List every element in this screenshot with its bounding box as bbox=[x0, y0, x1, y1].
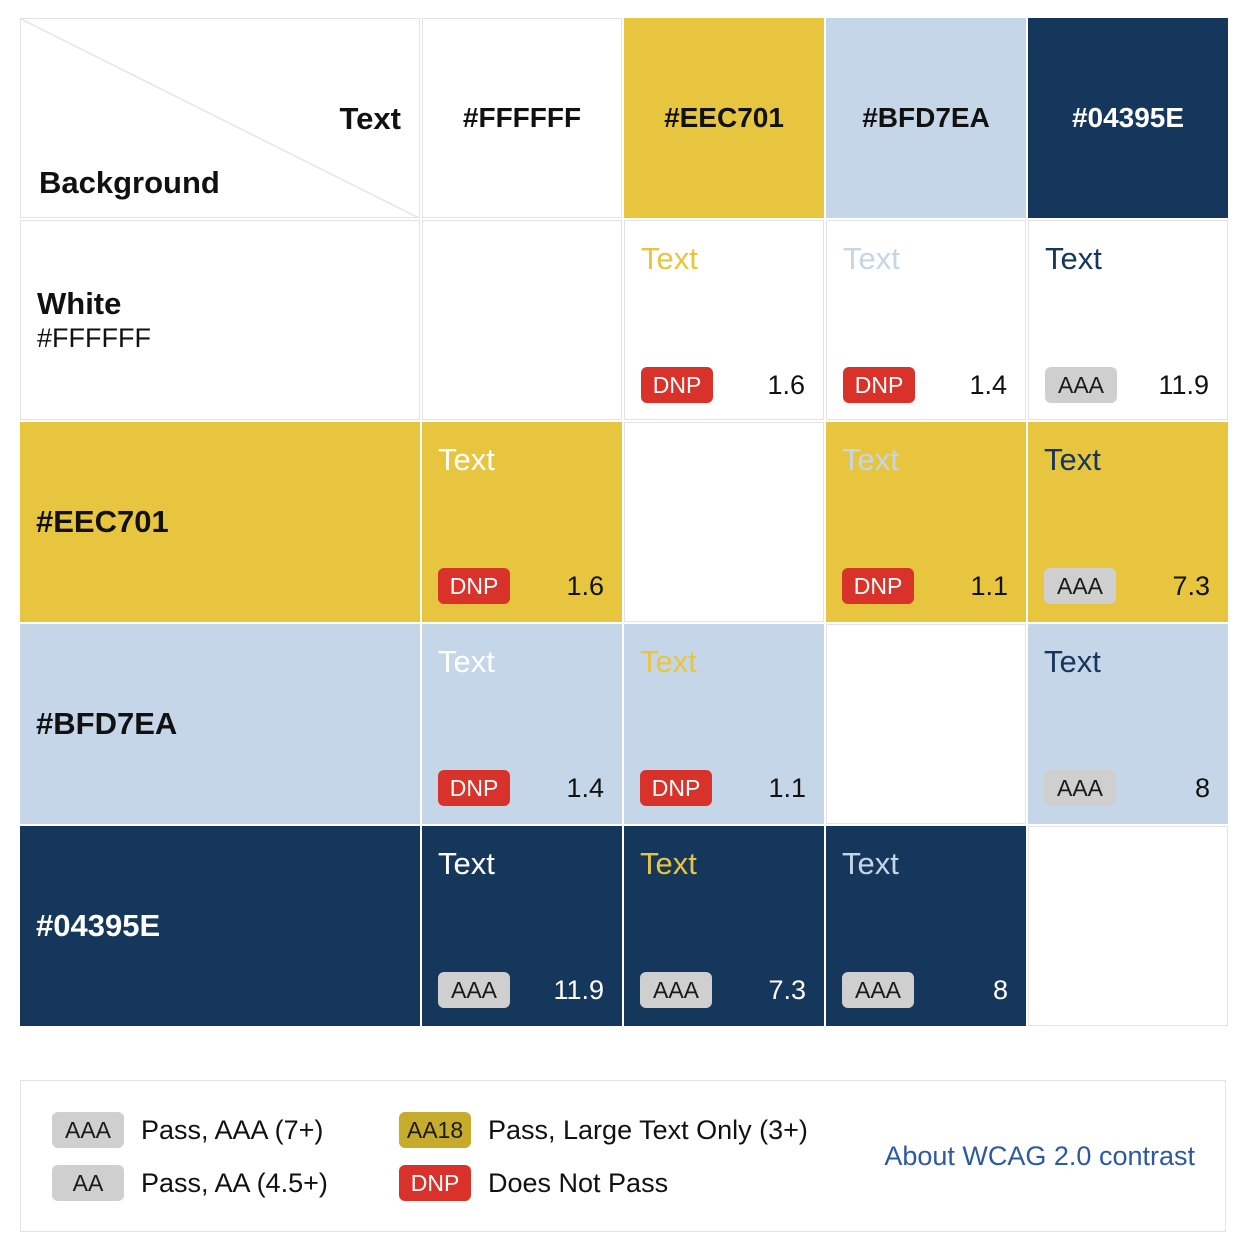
legend-badge-aaa: AAA bbox=[52, 1112, 124, 1148]
row-header-name: #04395E bbox=[36, 908, 161, 943]
sample-text: Text bbox=[842, 846, 899, 881]
contrast-cell: Text DNP 1.6 bbox=[624, 220, 824, 420]
contrast-cell: Text DNP 1.1 bbox=[624, 624, 824, 824]
column-header-4: #04395E bbox=[1028, 18, 1228, 218]
legend-badge-dnp: DNP bbox=[399, 1165, 471, 1201]
contrast-cell: Text DNP 1.4 bbox=[422, 624, 622, 824]
contrast-ratio: 8 bbox=[992, 975, 1008, 1005]
column-header-label: #EEC701 bbox=[664, 102, 784, 133]
legend-badge-aa18: AA18 bbox=[399, 1112, 471, 1148]
legend-text-aa18: Pass, Large Text Only (3+) bbox=[488, 1114, 808, 1145]
contrast-ratio: 1.4 bbox=[969, 370, 1007, 400]
legend: AAA Pass, AAA (7+) AA Pass, AA (4.5+) AA… bbox=[20, 1080, 1226, 1232]
contrast-cell: Text AAA 8 bbox=[1028, 624, 1228, 824]
legend-item-dnp: DNP Does Not Pass bbox=[399, 1165, 668, 1201]
column-header-label: #04395E bbox=[1071, 102, 1185, 133]
sample-text: Text bbox=[842, 442, 899, 477]
row-header-name: #BFD7EA bbox=[36, 706, 178, 741]
rating-badge: AAA bbox=[640, 972, 712, 1008]
rating-badge: AAA bbox=[1045, 367, 1117, 403]
row-header-3: #BFD7EA bbox=[20, 624, 420, 824]
background-axis-label: Background bbox=[39, 165, 220, 200]
rating-badge: AAA bbox=[1044, 568, 1116, 604]
rating-badge: DNP bbox=[640, 770, 712, 806]
contrast-cell: Text AAA 11.9 bbox=[422, 826, 622, 1026]
contrast-grid: Text Background #FFFFFF #EEC701 #BFD7EA #04… bbox=[20, 18, 1228, 1026]
contrast-ratio: 7.3 bbox=[768, 975, 806, 1005]
contrast-cell: Text AAA 8 bbox=[826, 826, 1026, 1026]
contrast-ratio: 11.9 bbox=[1158, 370, 1209, 400]
sample-text: Text bbox=[438, 442, 495, 477]
contrast-cell: Text DNP 1.1 bbox=[826, 422, 1026, 622]
rating-badge: DNP bbox=[842, 568, 914, 604]
rating-badge: AAA bbox=[438, 972, 510, 1008]
row-header-4: #04395E bbox=[20, 826, 420, 1026]
about-wcag-link[interactable]: About WCAG 2.0 contrast bbox=[884, 1141, 1195, 1171]
sample-text: Text bbox=[438, 644, 495, 679]
sample-text: Text bbox=[1044, 442, 1101, 477]
legend-text-aa: Pass, AA (4.5+) bbox=[141, 1167, 328, 1198]
sample-text: Text bbox=[640, 644, 697, 679]
rating-badge: DNP bbox=[438, 568, 510, 604]
contrast-ratio: 7.3 bbox=[1172, 571, 1210, 601]
contrast-cell: Text DNP 1.6 bbox=[422, 422, 622, 622]
contrast-cell: Text AAA 11.9 bbox=[1028, 220, 1228, 420]
contrast-ratio: 1.1 bbox=[768, 773, 806, 803]
row-header-name: White bbox=[37, 286, 122, 321]
row-header-name: #EEC701 bbox=[36, 504, 169, 539]
column-header-3: #BFD7EA bbox=[826, 18, 1026, 218]
column-header-label: #FFFFFF bbox=[462, 102, 582, 133]
legend-item-aa: AA Pass, AA (4.5+) bbox=[52, 1165, 328, 1201]
rating-badge: DNP bbox=[641, 367, 713, 403]
contrast-ratio: 1.1 bbox=[970, 571, 1008, 601]
legend-item-aa18: AA18 Pass, Large Text Only (3+) bbox=[399, 1112, 808, 1148]
rating-badge: DNP bbox=[438, 770, 510, 806]
empty-cell bbox=[1028, 826, 1228, 1026]
text-axis-label: Text bbox=[339, 101, 401, 136]
contrast-cell: Text AAA 7.3 bbox=[624, 826, 824, 1026]
row-header-hex: #FFFFFF bbox=[37, 323, 151, 353]
legend-text-dnp: Does Not Pass bbox=[488, 1167, 669, 1198]
contrast-cell: Text AAA 7.3 bbox=[1028, 422, 1228, 622]
contrast-ratio: 1.6 bbox=[767, 370, 805, 400]
diagonal-divider bbox=[21, 19, 419, 217]
contrast-cell: Text DNP 1.4 bbox=[826, 220, 1026, 420]
row-header-1: White #FFFFFF bbox=[20, 220, 420, 420]
rating-badge: AAA bbox=[1044, 770, 1116, 806]
contrast-ratio: 11.9 bbox=[553, 975, 604, 1005]
legend-item-aaa: AAA Pass, AAA (7+) bbox=[52, 1112, 323, 1148]
sample-text: Text bbox=[843, 241, 900, 276]
contrast-ratio: 1.6 bbox=[566, 571, 604, 601]
column-header-label: #BFD7EA bbox=[862, 102, 990, 133]
sample-text: Text bbox=[640, 846, 697, 881]
rating-badge: AAA bbox=[842, 972, 914, 1008]
contrast-ratio: 1.4 bbox=[566, 773, 604, 803]
sample-text: Text bbox=[641, 241, 698, 276]
empty-cell bbox=[826, 624, 1026, 824]
corner-header: Text Background bbox=[20, 18, 420, 218]
contrast-ratio: 8 bbox=[1194, 773, 1210, 803]
column-header-1: #FFFFFF bbox=[422, 18, 622, 218]
column-header-2: #EEC701 bbox=[624, 18, 824, 218]
sample-text: Text bbox=[438, 846, 495, 881]
rating-badge: DNP bbox=[843, 367, 915, 403]
sample-text: Text bbox=[1045, 241, 1102, 276]
empty-cell bbox=[624, 422, 824, 622]
legend-badge-aa: AA bbox=[52, 1165, 124, 1201]
sample-text: Text bbox=[1044, 644, 1101, 679]
row-header-2: #EEC701 bbox=[20, 422, 420, 622]
legend-text-aaa: Pass, AAA (7+) bbox=[141, 1114, 324, 1145]
empty-cell bbox=[422, 220, 622, 420]
